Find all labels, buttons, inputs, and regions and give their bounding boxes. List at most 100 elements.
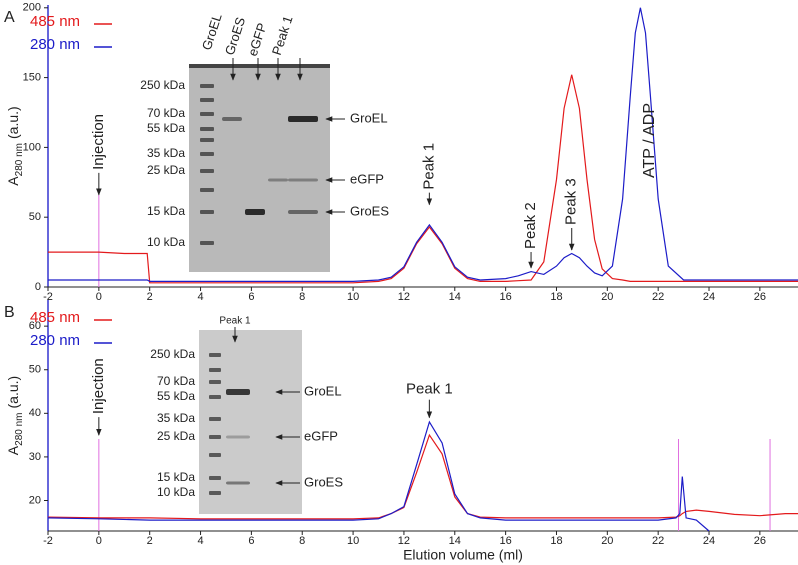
y-tick-label: 100 bbox=[23, 141, 41, 153]
series-line bbox=[48, 7, 798, 282]
y-label-sub: 280 nm bbox=[14, 143, 25, 176]
x-tick-label: 2 bbox=[147, 291, 153, 303]
series-line bbox=[47, 420, 710, 532]
x-tick-label: 26 bbox=[754, 291, 766, 303]
gel-ladder-band bbox=[200, 241, 214, 245]
x-tick-label: 22 bbox=[652, 535, 664, 547]
annotation: Peak 1 bbox=[420, 143, 437, 190]
gel-ladder-label: 250 kDa bbox=[140, 78, 185, 92]
series-line bbox=[48, 74, 798, 284]
gel-band-label: GroEL bbox=[304, 383, 342, 398]
gel-band-label: GroEL bbox=[350, 110, 388, 125]
y-tick-label: 200 bbox=[23, 2, 41, 14]
gel-band-label: eGFP bbox=[350, 171, 384, 186]
gel-ladder-label: 25 kDa bbox=[147, 163, 185, 177]
x-tick-label: 16 bbox=[500, 291, 512, 303]
x-tick-label: 18 bbox=[550, 535, 562, 547]
x-axis-label: Elution volume (ml) bbox=[403, 547, 523, 563]
x-tick-label: 14 bbox=[449, 535, 461, 547]
gel-ladder-band bbox=[209, 435, 221, 439]
y-label-unit: (a.u.) bbox=[5, 376, 21, 409]
gel-ladder-label: 35 kDa bbox=[157, 411, 195, 425]
legend-label: 280 nm bbox=[30, 332, 80, 349]
gel-band bbox=[245, 209, 265, 215]
x-tick-label: -2 bbox=[43, 291, 53, 303]
x-tick-label: 0 bbox=[96, 535, 102, 547]
x-tick-label: 12 bbox=[398, 291, 410, 303]
gel-ladder-label: 70 kDa bbox=[147, 106, 185, 120]
gel-ladder-label: 55 kDa bbox=[157, 389, 195, 403]
gel-ladder-band bbox=[209, 380, 221, 384]
x-tick-label: 12 bbox=[398, 535, 410, 547]
annotation: Injection bbox=[90, 114, 107, 170]
x-tick-label: 26 bbox=[754, 535, 766, 547]
x-tick-label: 0 bbox=[96, 291, 102, 303]
x-tick-label: 6 bbox=[248, 291, 254, 303]
y-axis-label: A280 nm (a.u.) bbox=[5, 376, 25, 455]
gel-ladder-band bbox=[209, 453, 221, 457]
x-tick-label: 20 bbox=[601, 291, 613, 303]
y-tick-label: 20 bbox=[29, 494, 41, 506]
y-tick-label: 0 bbox=[35, 281, 41, 293]
gel-ladder-band bbox=[200, 127, 214, 131]
gel-band bbox=[226, 481, 250, 485]
gel-lane-label: Peak 1 bbox=[269, 14, 296, 57]
y-tick-label: 50 bbox=[29, 211, 41, 223]
gel-lane-label: eGFP bbox=[245, 21, 270, 58]
gel-ladder-band bbox=[200, 84, 214, 88]
x-tick-label: 10 bbox=[347, 291, 359, 303]
legend-label: 485 nm bbox=[30, 13, 80, 30]
panel-label: A bbox=[4, 9, 15, 26]
gel-image bbox=[189, 64, 330, 272]
x-tick-label: 6 bbox=[248, 535, 254, 547]
annotation: Injection bbox=[90, 358, 107, 414]
y-label-sub: 280 nm bbox=[14, 412, 25, 445]
gel-band bbox=[288, 178, 318, 182]
gel-band-label: eGFP bbox=[304, 428, 338, 443]
gel-lane-label: GroES bbox=[222, 15, 248, 57]
gel-ladder-label: 15 kDa bbox=[157, 470, 195, 484]
x-tick-label: 8 bbox=[299, 291, 305, 303]
gel-ladder-band bbox=[200, 138, 214, 142]
x-tick-label: 22 bbox=[652, 291, 664, 303]
gel-lane-label: Peak 1 bbox=[219, 316, 251, 327]
gel-band bbox=[288, 116, 318, 122]
gel-well bbox=[189, 64, 330, 68]
annotation: Peak 1 bbox=[406, 381, 453, 398]
gel-ladder-label: 10 kDa bbox=[147, 235, 185, 249]
gel-ladder-band bbox=[209, 476, 221, 480]
gel-ladder-label: 25 kDa bbox=[157, 429, 195, 443]
gel-ladder-band bbox=[200, 98, 214, 102]
gel-ladder-band bbox=[200, 188, 214, 192]
x-tick-label: 16 bbox=[500, 535, 512, 547]
x-tick-label: 10 bbox=[347, 535, 359, 547]
x-tick-label: 4 bbox=[197, 291, 203, 303]
gel-ladder-band bbox=[209, 395, 221, 399]
gel-ladder-label: 10 kDa bbox=[157, 485, 195, 499]
x-tick-label: -2 bbox=[43, 535, 53, 547]
gel-ladder-label: 250 kDa bbox=[150, 347, 195, 361]
y-tick-label: 60 bbox=[29, 320, 41, 332]
gel-ladder-label: 55 kDa bbox=[147, 121, 185, 135]
gel-ladder-band bbox=[200, 152, 214, 156]
x-tick-label: 24 bbox=[703, 291, 715, 303]
annotation: Peak 2 bbox=[522, 202, 539, 249]
panel-label: B bbox=[4, 304, 15, 321]
gel-ladder-band bbox=[200, 210, 214, 214]
legend-label: 485 nm bbox=[30, 309, 80, 326]
gel-ladder-band bbox=[209, 353, 221, 357]
gel-ladder-label: 35 kDa bbox=[147, 146, 185, 160]
x-tick-label: 24 bbox=[703, 535, 715, 547]
annotation: Peak 3 bbox=[563, 178, 580, 225]
gel-ladder-band bbox=[209, 368, 221, 372]
x-tick-label: 8 bbox=[299, 535, 305, 547]
gel-ladder-band bbox=[209, 417, 221, 421]
x-tick-label: 2 bbox=[147, 535, 153, 547]
y-label-unit: (a.u.) bbox=[5, 106, 21, 139]
y-tick-label: 30 bbox=[29, 451, 41, 463]
y-tick-label: 150 bbox=[23, 72, 41, 84]
gel-band bbox=[288, 210, 318, 214]
y-label-main: A bbox=[5, 176, 21, 186]
gel-band bbox=[268, 178, 288, 182]
